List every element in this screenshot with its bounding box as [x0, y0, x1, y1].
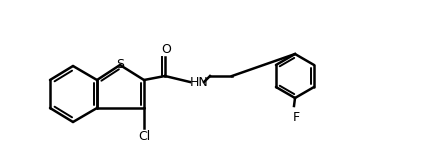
Text: S: S [116, 59, 124, 71]
Text: Cl: Cl [138, 130, 150, 143]
Text: HN: HN [190, 76, 209, 88]
Text: F: F [292, 111, 300, 124]
Text: O: O [161, 43, 171, 56]
